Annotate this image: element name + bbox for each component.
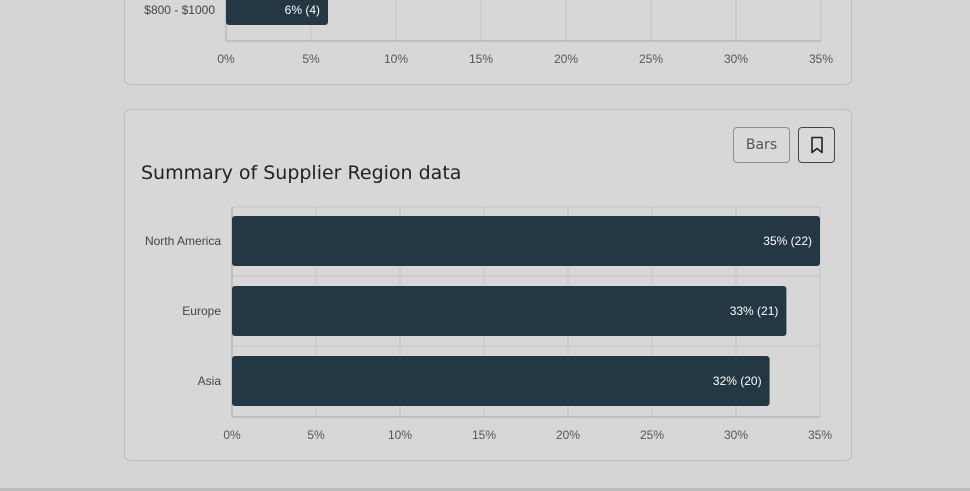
bar [232,286,786,336]
bar-value-label: 33% (21) [730,304,779,318]
x-tick-label: 0% [223,428,241,442]
bar [232,216,820,266]
x-tick-label: 0% [217,52,235,66]
bar-value-label: 32% (20) [713,374,762,388]
x-tick-label: 10% [384,52,408,66]
price-range-card: 6% (4) $800 - $1000 0% 5% 10% 15% 20% 25% 30% 35% [124,0,852,85]
x-tick-label: 10% [388,428,412,442]
x-tick-label: 25% [640,428,664,442]
bar [232,356,770,406]
x-tick-label: 5% [302,52,320,66]
category-label: $800 - $1000 [144,3,215,17]
x-tick-label: 35% [809,52,833,66]
x-tick-label: 5% [307,428,325,442]
category-label: Europe [182,304,221,318]
x-tick-label: 20% [556,428,580,442]
bar-value-label: 6% (4) [285,3,320,17]
bar-value-label: 35% (22) [763,234,812,248]
supplier-region-chart: 35% (22) North America 33% (21) Europe 32% (… [125,110,853,462]
x-tick-label: 20% [554,52,578,66]
x-tick-label: 15% [469,52,493,66]
price-range-chart: 6% (4) $800 - $1000 0% 5% 10% 15% 20% 25% 30% 35% [125,0,853,86]
category-label: Asia [198,374,222,388]
x-tick-label: 25% [639,52,663,66]
supplier-region-card: Bars Summary of Supplier Region data 35%… [124,109,852,461]
x-tick-label: 30% [724,428,748,442]
x-tick-label: 15% [472,428,496,442]
x-tick-label: 30% [724,52,748,66]
x-tick-label: 35% [808,428,832,442]
category-label: North America [145,234,221,248]
